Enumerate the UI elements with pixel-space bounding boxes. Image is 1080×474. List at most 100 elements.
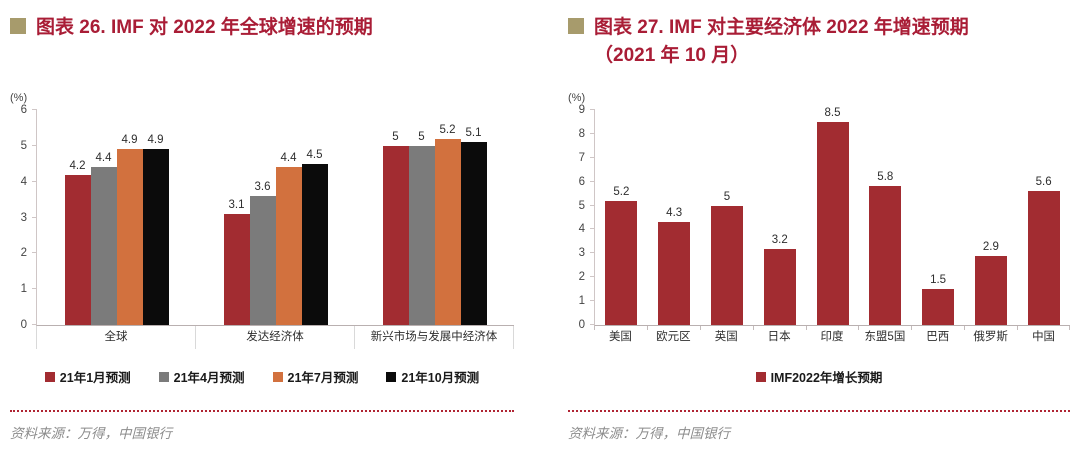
bar-group: 5.2 xyxy=(595,110,648,325)
y-axis-tick xyxy=(590,300,595,302)
bar-group: 5 5 5.2 5.1 xyxy=(355,110,514,325)
chart-title-row: 图表 26. IMF 对 2022 年全球增速的预期 xyxy=(10,14,514,92)
y-axis-tick-label: 4 xyxy=(578,223,585,236)
x-axis: 全球 发达经济体 新兴市场与发展中经济体 xyxy=(36,326,514,349)
legend-label: 21年10月预测 xyxy=(401,371,480,385)
bar-group: 4.2 4.4 4.9 4.9 xyxy=(37,110,196,325)
y-axis-tick-label: 1 xyxy=(578,295,585,308)
y-axis-unit-label: (%) xyxy=(568,92,586,104)
bar-group: 4.3 xyxy=(648,110,701,325)
y-axis-tick xyxy=(590,252,595,254)
bar-value-label: 8.5 xyxy=(824,106,841,119)
y-axis: 0 1 2 3 4 5 6 7 8 9 xyxy=(568,104,594,331)
x-axis-category-label: 发达经济体 xyxy=(195,326,354,349)
x-axis-category-label: 俄罗斯 xyxy=(964,326,1017,349)
x-axis-category-label: 日本 xyxy=(752,326,806,349)
x-axis-category-label: 英国 xyxy=(699,326,753,349)
bar-value-label: 4.4 xyxy=(280,152,297,165)
chart-card-26: 图表 26. IMF 对 2022 年全球增速的预期 (%) 0 1 2 3 4 5 6 4… xyxy=(10,14,514,441)
bar-value-label: 5.2 xyxy=(439,123,456,136)
bar-value-label: 2.9 xyxy=(982,240,999,253)
chart-body: 0 1 2 3 4 5 6 4.2 4.4 4.9 4.9 3.1 3.6 4.4 4.5 5 5 5.2 5.1… xyxy=(10,104,514,349)
bar-value-label: 1.5 xyxy=(930,274,947,287)
bar-group: 3.1 3.6 4.4 4.5 xyxy=(196,110,355,325)
bar-group: 5 xyxy=(701,110,754,325)
bar-group: 5.8 xyxy=(859,110,912,325)
bar: 5.2 xyxy=(434,124,461,325)
chart-title-line: 图表 27. IMF 对主要经济体 2022 年增速预期 xyxy=(594,17,969,38)
y-axis-unit-label: (%) xyxy=(10,92,28,104)
y-axis-tick-label: 7 xyxy=(578,151,585,164)
y-axis-tick-label: 0 xyxy=(578,319,585,331)
y-axis-tick xyxy=(590,156,595,158)
bar-value-label: 4.9 xyxy=(121,134,138,147)
bar-value-label: 4.5 xyxy=(306,148,323,161)
bar-group: 5.6 xyxy=(1017,110,1070,325)
chart-body: 0 1 2 3 4 5 6 7 8 9 5.2 4.3 5 3.2 8.5 5.8 1.5 2.9 5.6 美国欧… xyxy=(568,104,1070,349)
bar-value-label: 4.9 xyxy=(147,134,164,147)
bar-value-label: 4.2 xyxy=(69,159,86,172)
title-marker-icon xyxy=(10,18,26,34)
bar: 5.6 xyxy=(1027,176,1060,325)
legend-label: IMF2022年增长预期 xyxy=(770,371,883,385)
plot-area: 4.2 4.4 4.9 4.9 3.1 3.6 4.4 4.5 5 5 5.2 5.1 xyxy=(32,109,514,326)
bar: 4.3 xyxy=(658,207,691,325)
bar-value-label: 3.2 xyxy=(771,233,788,246)
bar-group: 2.9 xyxy=(964,110,1017,325)
x-axis-category-label: 中国 xyxy=(1017,326,1070,349)
legend-label: 21年1月预测 xyxy=(59,371,131,385)
bar: 4.5 xyxy=(301,149,328,325)
dotted-separator xyxy=(568,410,1070,412)
y-axis-tick xyxy=(32,216,37,218)
legend-swatch-icon xyxy=(272,371,283,382)
y-axis-tick-label: 3 xyxy=(20,211,27,224)
chart-area: (%) 0 1 2 3 4 5 6 4.2 4.4 4.9 4.9 3.1 3.6 4.4 4.5 5 5 5.… xyxy=(10,92,514,386)
y-axis-tick-label: 5 xyxy=(20,139,27,152)
y-axis-tick xyxy=(590,228,595,230)
chart-title: 图表 27. IMF 对主要经济体 2022 年增速预期 （2021 年 10 … xyxy=(594,14,969,69)
bar-group: 1.5 xyxy=(912,110,965,325)
x-axis-category-label: 全球 xyxy=(36,326,195,349)
x-axis-category-label: 巴西 xyxy=(911,326,964,349)
source-note: 资料来源：万得，中国银行 xyxy=(568,426,730,441)
bar-value-label: 4.3 xyxy=(666,207,683,220)
dotted-separator xyxy=(10,410,514,412)
plot-column: 5.2 4.3 5 3.2 8.5 5.8 1.5 2.9 5.6 美国 欧元区 英国 日本 印度 东盟5… xyxy=(590,106,1070,349)
legend-label: 21年7月预测 xyxy=(287,371,359,385)
bar: 2.9 xyxy=(974,241,1007,325)
bar: 3.1 xyxy=(223,199,250,325)
bar: 5 xyxy=(710,191,743,325)
y-axis-tick xyxy=(32,288,37,290)
y-axis-tick xyxy=(590,276,595,278)
legend-item: 21年4月预测 xyxy=(158,367,245,386)
chart-title-line: （2021 年 10 月） xyxy=(594,44,750,66)
bar-value-label: 5.8 xyxy=(877,171,894,184)
bar: 1.5 xyxy=(922,274,955,325)
y-axis-tick xyxy=(32,180,37,182)
bar-value-label: 5.1 xyxy=(465,127,482,140)
bar-value-label: 3.1 xyxy=(228,198,245,211)
legend-item: 21年7月预测 xyxy=(272,367,359,386)
bar-value-label: 5 xyxy=(392,130,399,143)
y-axis-tick xyxy=(32,144,37,146)
x-axis-category-label: 印度 xyxy=(805,326,859,349)
legend: IMF2022年增长预期 xyxy=(568,367,1070,386)
bar-value-label: 4.4 xyxy=(95,152,112,165)
chart-title-line: 图表 26. IMF 对 2022 年全球增速的预期 xyxy=(36,17,373,38)
chart-title-row: 图表 27. IMF 对主要经济体 2022 年增速预期 （2021 年 10 … xyxy=(568,14,1070,92)
y-axis-tick-label: 3 xyxy=(578,247,585,260)
y-axis-tick-label: 9 xyxy=(578,104,585,116)
y-axis-tick-label: 5 xyxy=(578,199,585,212)
legend-label: 21年4月预测 xyxy=(173,371,245,385)
bar: 5 xyxy=(408,131,435,325)
bar-value-label: 3.6 xyxy=(254,181,271,193)
y-axis-tick xyxy=(590,204,595,206)
legend-item: 21年10月预测 xyxy=(386,367,479,386)
bar-value-label: 5.6 xyxy=(1035,176,1052,189)
bar: 3.2 xyxy=(763,234,796,325)
x-axis: 美国 欧元区 英国 日本 印度 东盟5国 巴西 俄罗斯 中国 xyxy=(594,326,1070,349)
legend-swatch-icon xyxy=(44,371,55,382)
bar-group: 8.5 xyxy=(806,106,859,325)
bar: 5.1 xyxy=(460,127,487,325)
